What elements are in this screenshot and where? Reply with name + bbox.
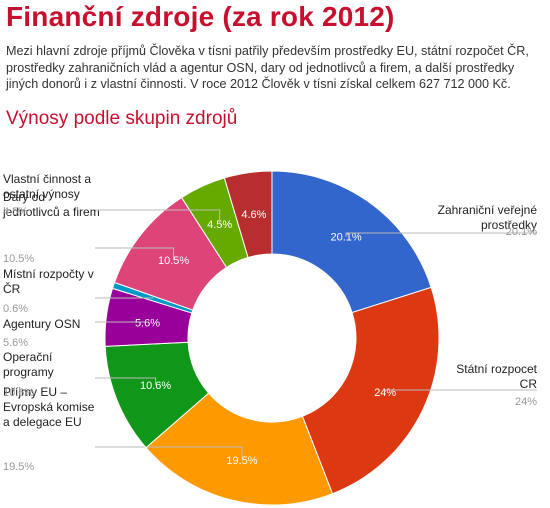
slice-2 (145, 392, 334, 506)
slice-value-label: 0.6% (3, 303, 28, 315)
leader-line (384, 389, 537, 393)
slice-name-label: Evropská komise (3, 400, 95, 414)
slice-pct-label: 4.5% (207, 219, 232, 231)
slice-name-label: Příjmy EU – (3, 385, 67, 399)
slice-name-label: Státní rozpocet (456, 362, 537, 376)
slice-1 (301, 286, 440, 495)
slice-value-label: 19.5% (3, 461, 34, 473)
slice-pct-label: 24% (374, 387, 396, 399)
slice-name-label: Operační (3, 350, 53, 364)
intro-text: Mezi hlavní zdroje příjmů Člověka v tísn… (6, 44, 529, 91)
slice-value-label: 24% (515, 396, 537, 408)
slice-name-label: CR (520, 377, 538, 391)
leader-line (95, 446, 243, 460)
slice-name-label: programy (3, 365, 54, 379)
chart-title: Výnosy podle skupin zdrojů (6, 108, 238, 129)
slice-name-label: prostředky (481, 218, 537, 232)
slice-name-label: jednotlivců a firem (2, 205, 100, 219)
slice-0 (271, 170, 432, 314)
slice-value-label: 5.6% (3, 337, 28, 349)
slice-pct-label: 19.5% (226, 455, 257, 467)
leader-line (95, 377, 157, 385)
slice-pct-label: 20.1% (330, 232, 361, 244)
slice-name-label: Místní rozpočty v (3, 267, 94, 281)
slice-value-label: 10.6% (3, 387, 34, 399)
slice-value-label: 20.1% (506, 226, 537, 238)
slice-value-label: 4.5% (3, 206, 28, 218)
slice-name-label: Agentury OSN (3, 317, 80, 331)
slice-8 (223, 170, 273, 259)
leader-line (95, 209, 221, 224)
slice-pct-label: 4.6% (241, 209, 266, 221)
slice-name-label: Vlastní činnost a (3, 172, 91, 186)
slice-name-label: ostatní výnosy (3, 187, 80, 201)
leader-line (95, 247, 175, 261)
slice-name-label: Zahraniční veřejné (438, 203, 538, 217)
leader-line (345, 232, 537, 237)
slice-name-label: a delegace EU (3, 415, 82, 429)
slice-value-label: 10.5% (3, 253, 34, 265)
slice-name-label: ČR (3, 281, 21, 296)
slice-pct-label: 10.5% (158, 255, 189, 267)
page-title: Finanční zdroje (za rok 2012) (6, 1, 395, 32)
slice-name-label: Dary od (3, 190, 45, 204)
slice-pct-label: 5.6% (135, 317, 160, 329)
slice-pct-label: 10.6% (140, 380, 171, 392)
